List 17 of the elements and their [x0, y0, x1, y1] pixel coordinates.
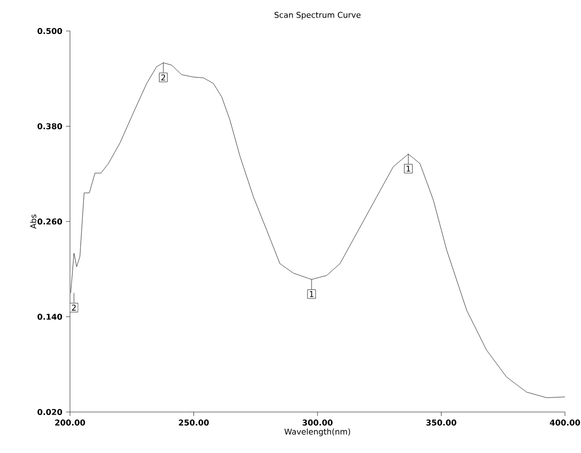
y-tick-label: 0.380: [38, 123, 62, 130]
x-axis-title: Wavelength(nm): [284, 428, 350, 436]
y-axis-title: Abs: [30, 214, 36, 229]
x-tick-label: 200.00: [55, 420, 86, 426]
y-tick-label: 0.020: [38, 408, 62, 416]
annotation: 1: [310, 291, 314, 297]
x-tick-label: 350.00: [426, 420, 456, 426]
x-tick-label: 400.00: [550, 420, 580, 426]
annotation: 1: [406, 166, 410, 172]
chart-title: Scan Spectrum Curve: [274, 12, 361, 20]
y-tick-label: 0.140: [38, 314, 62, 320]
annotation: 2: [72, 304, 76, 311]
annotation: 2: [161, 74, 166, 80]
x-tick-label: 300.00: [302, 420, 333, 426]
y-tick-label: 0.260: [38, 218, 62, 225]
x-tick-label: 250.00: [178, 420, 209, 426]
y-tick-label: 0.500: [38, 28, 62, 34]
